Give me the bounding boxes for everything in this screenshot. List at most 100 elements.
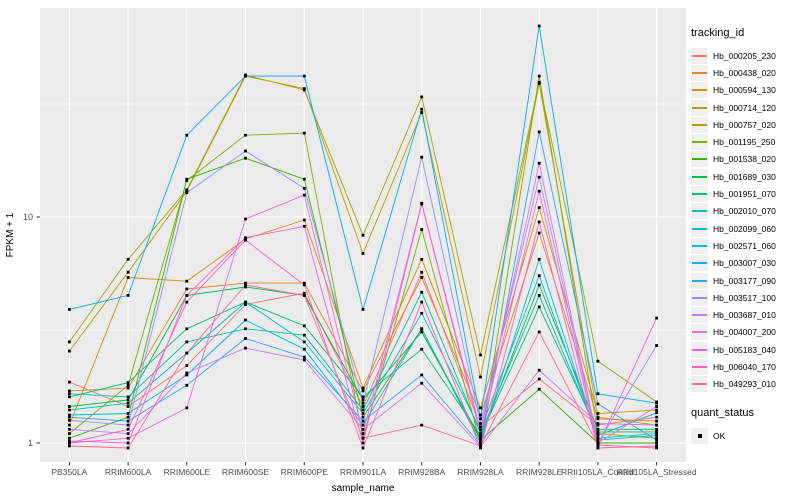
data-point-marker — [126, 423, 130, 427]
legend-key-swatch — [691, 358, 708, 375]
data-point-marker — [244, 133, 247, 137]
legend-item-Hb_003177_090: Hb_003177_090 — [691, 272, 799, 289]
data-point-marker — [126, 257, 130, 261]
legend-item-label: OK — [713, 430, 726, 441]
data-point-marker — [244, 74, 247, 78]
legend-key-swatch — [691, 116, 708, 133]
legend-item-Hb_005183_040: Hb_005183_040 — [691, 341, 799, 358]
data-point-marker — [537, 74, 541, 78]
data-point-marker — [420, 276, 424, 279]
legend-key-swatch — [691, 186, 708, 203]
data-point-marker — [537, 24, 541, 28]
data-point-marker — [479, 441, 482, 445]
legend-item-Hb_001951_070: Hb_001951_070 — [691, 185, 799, 203]
data-point-marker — [68, 427, 71, 431]
data-point-marker — [126, 276, 130, 279]
data-point-marker — [126, 398, 130, 402]
data-point-marker — [596, 443, 600, 447]
legend-key-swatch — [691, 427, 708, 444]
data-point-marker — [302, 283, 306, 287]
data-point-marker — [420, 327, 424, 331]
x-tick-label: RRIM600LE — [164, 467, 211, 477]
data-point-marker — [655, 401, 658, 405]
legend-color-line — [692, 348, 707, 351]
legend-key-swatch — [691, 341, 708, 358]
data-point-marker — [479, 417, 482, 421]
data-point-marker — [655, 434, 658, 437]
legend-item-label: Hb_002099_060 — [713, 223, 776, 234]
data-point-marker — [537, 377, 541, 381]
data-point-marker — [68, 392, 71, 396]
data-point-marker — [244, 303, 247, 306]
data-point-marker — [596, 436, 600, 440]
data-point-marker — [244, 346, 247, 350]
data-point-marker — [537, 220, 541, 224]
data-point-marker — [420, 290, 424, 294]
data-point-marker — [655, 316, 658, 320]
data-point-marker — [655, 430, 658, 434]
data-point-marker — [302, 177, 306, 181]
data-point-marker — [361, 398, 365, 402]
data-point-marker — [361, 415, 365, 419]
data-point-marker — [361, 252, 365, 255]
data-point-marker — [596, 359, 600, 363]
legend-item-label: Hb_003517_100 — [713, 292, 776, 303]
legend-color-line — [692, 365, 707, 368]
data-point-marker — [537, 175, 541, 179]
x-tick-label: RRIM600SE — [222, 467, 270, 477]
legend-color-line — [692, 175, 707, 178]
data-point-marker — [185, 287, 189, 291]
data-point-marker — [479, 432, 482, 435]
data-point-marker — [244, 281, 247, 285]
data-point-marker — [655, 432, 658, 435]
data-point-marker — [420, 257, 424, 261]
data-point-marker — [361, 432, 365, 435]
legend-item-label: Hb_002010_070 — [713, 206, 776, 217]
data-point-marker — [68, 423, 71, 427]
data-point-marker — [185, 279, 189, 283]
data-point-marker — [420, 311, 424, 315]
data-point-marker — [596, 432, 600, 435]
legend-key-swatch — [691, 376, 708, 393]
data-point-marker — [361, 427, 365, 431]
legend-color-line — [692, 244, 707, 247]
data-point-marker — [185, 383, 189, 387]
data-point-marker — [596, 427, 600, 431]
data-point-marker — [126, 270, 130, 274]
legend-item-Hb_003687_010: Hb_003687_010 — [691, 306, 799, 324]
legend-color-line — [692, 141, 707, 144]
data-point-marker — [655, 438, 658, 442]
data-point-marker — [479, 434, 482, 437]
data-point-marker — [244, 318, 247, 322]
data-point-marker — [420, 423, 424, 427]
data-point-marker — [361, 386, 365, 390]
data-point-marker — [537, 130, 541, 134]
data-point-marker — [420, 300, 424, 304]
data-point-marker — [302, 294, 306, 297]
data-point-marker — [126, 412, 130, 415]
legend-key-swatch — [691, 99, 708, 116]
data-point-marker — [185, 364, 189, 367]
legend-item-label: Hb_049293_010 — [713, 379, 776, 390]
data-point-marker — [479, 428, 482, 432]
data-point-marker — [537, 387, 541, 391]
data-point-marker — [68, 439, 71, 443]
data-point-marker — [185, 294, 189, 297]
data-point-marker — [302, 340, 306, 344]
data-point-marker — [244, 149, 247, 153]
legend-key-swatch — [691, 289, 708, 306]
legend-color-line — [692, 383, 707, 386]
data-point-marker — [420, 95, 424, 99]
legend-color-line — [692, 106, 707, 109]
data-point-marker — [537, 283, 541, 287]
data-point-marker — [420, 202, 424, 206]
data-point-marker — [361, 423, 365, 427]
legend-key-swatch — [691, 168, 708, 185]
data-point-marker — [596, 402, 600, 406]
data-point-marker — [655, 427, 658, 431]
legend-key-swatch — [691, 220, 708, 237]
data-point-marker — [655, 419, 658, 423]
data-point-marker — [361, 419, 365, 423]
legend-item-Hb_002010_070: Hb_002010_070 — [691, 203, 799, 220]
data-point-marker — [185, 327, 189, 331]
